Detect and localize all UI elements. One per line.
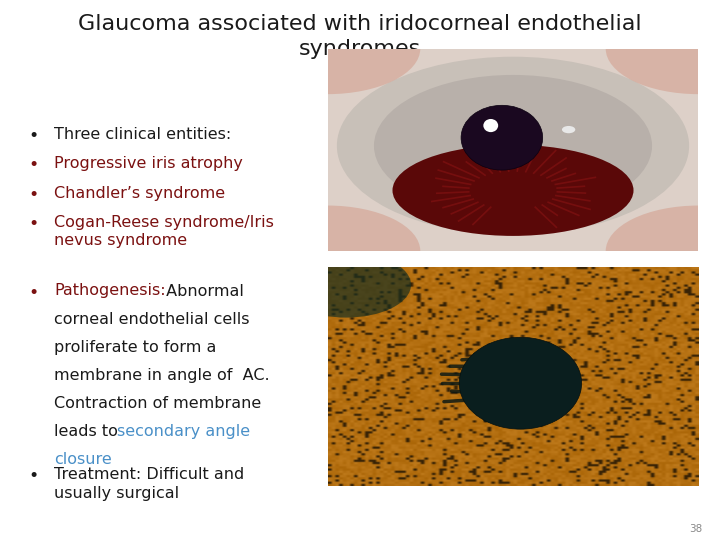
Text: •: • [29,186,39,204]
Text: membrane in angle of  AC.: membrane in angle of AC. [54,368,269,383]
Text: Abnormal: Abnormal [161,284,243,299]
Text: Treatment: Difficult and
usually surgical: Treatment: Difficult and usually surgica… [54,467,244,501]
Ellipse shape [461,105,543,170]
Ellipse shape [235,206,420,296]
Text: Cogan-Reese syndrome/Iris
nevus syndrome: Cogan-Reese syndrome/Iris nevus syndrome [54,215,274,248]
Text: Contraction of membrane: Contraction of membrane [54,396,261,411]
Ellipse shape [606,3,720,94]
Ellipse shape [282,252,411,318]
Ellipse shape [337,57,689,235]
Ellipse shape [606,206,720,296]
Text: secondary angle: secondary angle [117,424,251,439]
Text: Progressive iris atrophy: Progressive iris atrophy [54,157,243,171]
Text: •: • [29,284,39,301]
Text: Pathogenesis:: Pathogenesis: [54,284,166,299]
Circle shape [562,126,575,133]
Ellipse shape [374,75,652,217]
Text: proliferate to form a: proliferate to form a [54,340,217,355]
Ellipse shape [392,145,634,236]
Text: •: • [29,467,39,485]
Text: 38: 38 [689,523,702,534]
Text: •: • [29,215,39,233]
Ellipse shape [235,3,420,94]
Text: •: • [29,157,39,174]
Text: Three clinical entities:: Three clinical entities: [54,127,231,142]
Text: Glaucoma associated with iridocorneal endothelial
syndromes: Glaucoma associated with iridocorneal en… [78,14,642,59]
Text: leads to: leads to [54,424,123,439]
Text: •: • [29,127,39,145]
Ellipse shape [459,338,582,429]
Text: Chandler’s syndrome: Chandler’s syndrome [54,186,225,201]
Text: closure: closure [54,452,112,467]
Text: corneal endothelial cells: corneal endothelial cells [54,312,250,327]
Ellipse shape [483,119,498,132]
